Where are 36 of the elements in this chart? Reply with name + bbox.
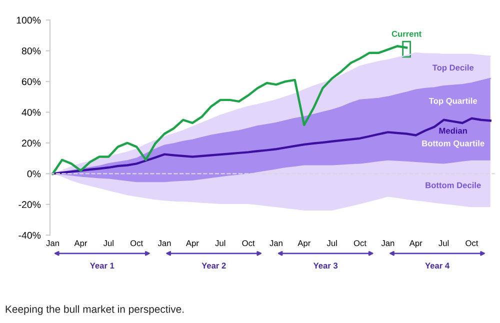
x-tick-label: Jul <box>438 240 449 246</box>
y-tick-label: 40% <box>22 108 41 116</box>
series-label: Median <box>439 128 467 134</box>
text: Keeping the bull market in perspective. <box>6 305 184 315</box>
y-tick-label: 0% <box>27 170 41 178</box>
x-tick-label: Oct <box>130 240 143 246</box>
x-tick-label: Apr <box>186 240 199 248</box>
y-tick-label: 20% <box>22 140 41 147</box>
x-tick-label: Jan <box>381 240 394 246</box>
x-tick-label: Apr <box>74 240 88 248</box>
x-tick-label: Jan <box>158 240 171 246</box>
annotation: Bottom Quartile <box>422 140 484 148</box>
y-tick-label: 60% <box>22 78 41 86</box>
text: Year 3 <box>313 262 338 269</box>
x-tick-label: Jul <box>326 240 337 246</box>
x-tick-label: Jul <box>103 240 114 246</box>
x-tick-label: Apr <box>409 240 422 248</box>
x-tick-label: Oct <box>466 240 478 246</box>
text: Year 2 <box>202 262 226 269</box>
y-tick-label: -20% <box>18 201 41 208</box>
x-tick-label: Jul <box>215 240 226 246</box>
y-tick-label: 80% <box>22 47 41 54</box>
y-tick-label: 100% <box>16 16 41 24</box>
annotation: Top Decile <box>432 64 474 72</box>
x-tick-label: Jan <box>270 240 282 246</box>
x-tick-label: Oct <box>242 240 255 246</box>
x-tick-label: Oct <box>354 240 366 246</box>
text: Year 1 <box>90 262 114 269</box>
annotation: Top Quartile <box>428 98 478 106</box>
y-tick-label: -40% <box>18 232 41 239</box>
text: Year 4 <box>425 262 450 269</box>
x-tick-label: Jan <box>46 240 59 246</box>
series-label: Current <box>392 30 422 37</box>
annotation: Bottom Decile <box>426 182 481 188</box>
line-series <box>52 117 492 175</box>
x-tick-label: Apr <box>298 240 310 248</box>
